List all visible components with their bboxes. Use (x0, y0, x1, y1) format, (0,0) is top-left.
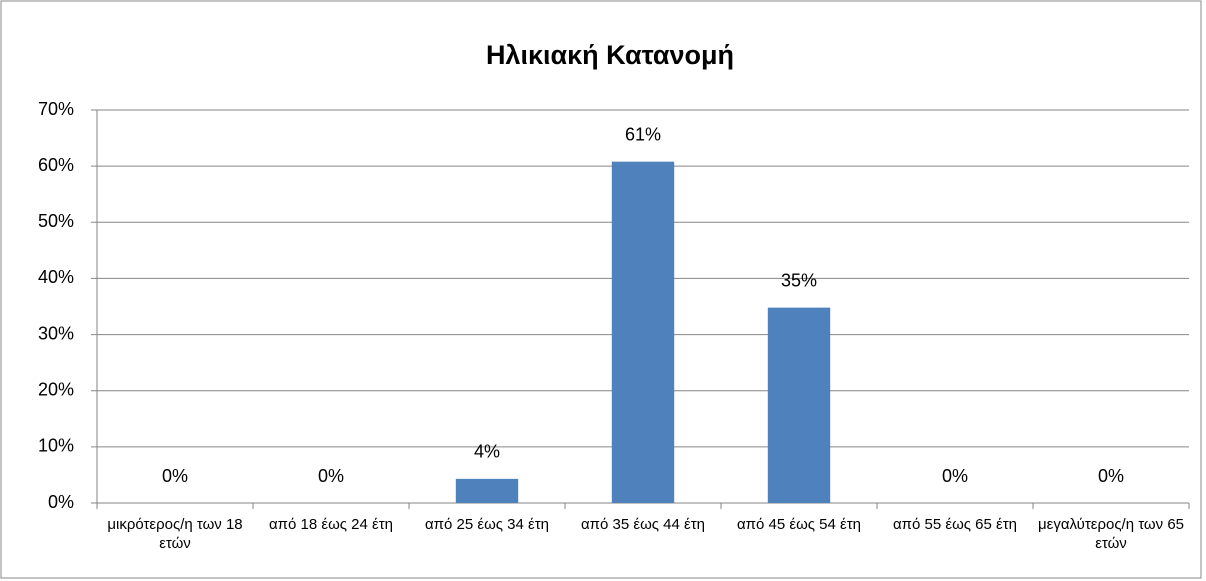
data-label: 61% (625, 124, 661, 144)
y-tick-label: 10% (38, 436, 74, 456)
x-tick-label: από 55 έως 65 έτη (893, 516, 1017, 533)
data-label: 0% (318, 466, 344, 486)
chart-title: Ηλικιακή Κατανομή (486, 40, 734, 70)
bar (767, 307, 831, 503)
x-tick-label: από 25 έως 34 έτη (425, 516, 549, 533)
data-label: 4% (474, 442, 500, 462)
y-tick-label: 60% (38, 155, 74, 175)
y-tick-label: 30% (38, 323, 74, 343)
bar (455, 478, 519, 503)
y-tick-label: 20% (38, 379, 74, 399)
x-tick-label: μεγαλύτερος/η των 65 ετών (1037, 516, 1184, 552)
x-tick-label: από 45 έως 54 έτη (737, 516, 861, 533)
data-label: 0% (942, 466, 968, 486)
bar (611, 161, 675, 503)
y-tick-label: 50% (38, 211, 74, 231)
data-label: 0% (162, 466, 188, 486)
x-tick-label: από 35 έως 44 έτη (581, 516, 705, 533)
y-tick-label: 70% (38, 99, 74, 119)
data-label: 35% (781, 270, 817, 290)
x-tick-label: μικρότερος/η των 18 ετών (107, 516, 243, 552)
y-tick-label: 0% (48, 492, 74, 512)
data-label: 0% (1098, 466, 1124, 486)
x-tick-label: από 18 έως 24 έτη (269, 516, 393, 533)
y-tick-label: 40% (38, 267, 74, 287)
